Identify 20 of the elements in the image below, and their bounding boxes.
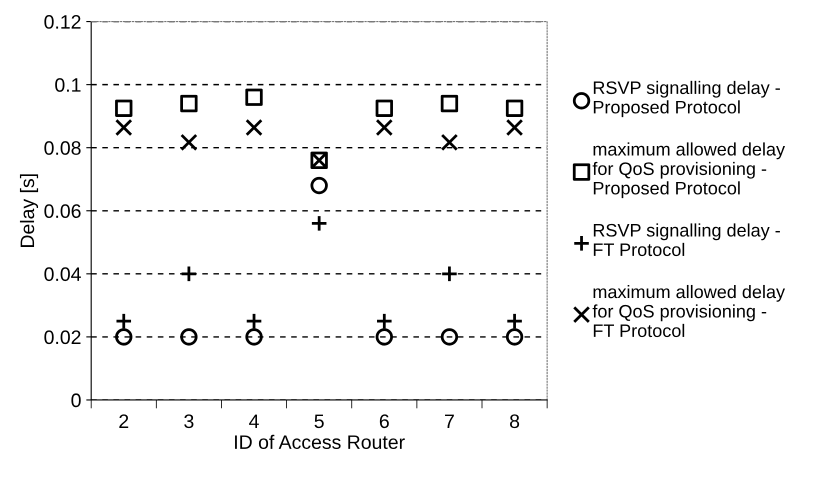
legend-label: maximum allowed delay for QoS provisioning - Proposed Protocol [592, 142, 786, 198]
x-tick-label: 7 [445, 414, 454, 428]
legend-label: RSVP signalling delay - Proposed Protocol [594, 80, 780, 118]
x-tick-label: 8 [510, 414, 520, 428]
legend-label: maximum allowed delay for QoS provisioning - FT Protocol [592, 284, 786, 338]
x-tick-label: 4 [249, 414, 259, 428]
y-tick-label: 0 [71, 393, 81, 408]
y-axis-title: Delay [s] [20, 174, 38, 247]
y-tick-label: 0.04 [44, 267, 81, 282]
x-tick-label: 2 [119, 414, 128, 428]
x-tick-label: 5 [314, 414, 324, 428]
x-tick-label: 3 [184, 414, 194, 428]
y-tick-label: 0.12 [44, 15, 80, 29]
legend-label: RSVP signalling delay - FT Protocol [594, 223, 780, 256]
x-axis-title: ID of Access Router [235, 434, 405, 450]
y-tick-label: 0.02 [44, 330, 80, 344]
y-tick-label: 0.1 [55, 78, 81, 92]
y-tick-label: 0.08 [44, 141, 81, 155]
y-tick-label: 0.06 [44, 204, 81, 218]
x-tick-label: 6 [380, 414, 389, 428]
